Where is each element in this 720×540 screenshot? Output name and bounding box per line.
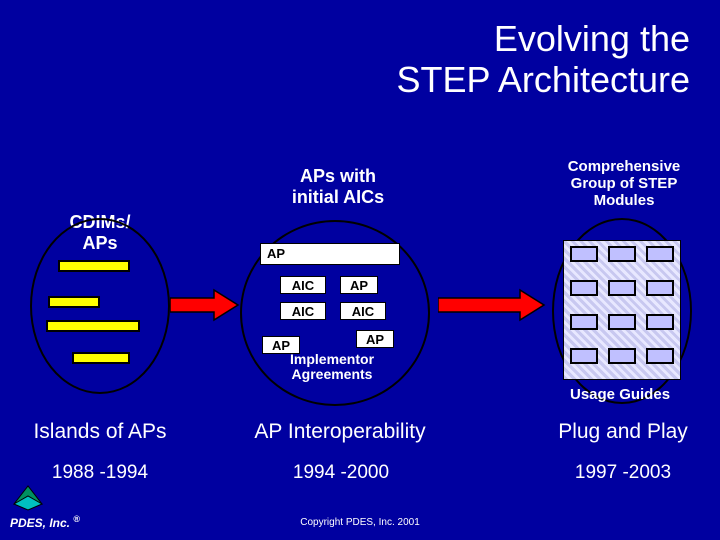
footer-company-text: PDES, Inc. bbox=[10, 516, 70, 530]
ap-header-box: AP bbox=[260, 243, 400, 265]
aic-box: AIC bbox=[280, 276, 326, 294]
title-line-1: Evolving the bbox=[494, 18, 690, 59]
cdim-box bbox=[72, 352, 130, 364]
aic-box: AIC bbox=[340, 302, 386, 320]
module-box bbox=[646, 314, 674, 330]
page-title: Evolving the STEP Architecture bbox=[397, 18, 690, 101]
module-box bbox=[646, 280, 674, 296]
year-3: 1997 -2003 bbox=[568, 462, 678, 484]
module-box bbox=[646, 348, 674, 364]
ap-box: AP bbox=[356, 330, 394, 348]
ellipse3-label: ComprehensiveGroup of STEPModules bbox=[556, 158, 692, 209]
cdim-box bbox=[48, 296, 100, 308]
module-box bbox=[570, 246, 598, 262]
bottom-label-2: AP Interoperability bbox=[240, 420, 440, 444]
cdim-box bbox=[46, 320, 140, 332]
bottom-label-3: Plug and Play bbox=[548, 420, 698, 444]
usage-guides-label: Usage Guides bbox=[570, 386, 670, 403]
module-box bbox=[608, 280, 636, 296]
module-box bbox=[570, 348, 598, 364]
module-box bbox=[570, 280, 598, 296]
bottom-label-1: Islands of APs bbox=[18, 420, 182, 444]
arrow-2 bbox=[438, 288, 546, 322]
year-1: 1988 -1994 bbox=[36, 462, 164, 484]
ellipse2-label: APs withinitial AICs bbox=[258, 166, 418, 208]
footer-company: PDES, Inc. ® bbox=[10, 514, 80, 530]
registered-icon: ® bbox=[73, 514, 80, 524]
title-line-2: STEP Architecture bbox=[397, 59, 690, 100]
footer-copyright: Copyright PDES, Inc. 2001 bbox=[300, 517, 420, 528]
module-box bbox=[608, 246, 636, 262]
cdim-box bbox=[58, 260, 130, 272]
module-box bbox=[570, 314, 598, 330]
module-box bbox=[608, 348, 636, 364]
implementor-label: ImplementorAgreements bbox=[290, 352, 374, 383]
pdes-logo-icon bbox=[10, 482, 46, 512]
module-box bbox=[608, 314, 636, 330]
ap-box: AP bbox=[340, 276, 378, 294]
arrow-1 bbox=[170, 288, 240, 322]
aic-box: AIC bbox=[280, 302, 326, 320]
year-2: 1994 -2000 bbox=[286, 462, 396, 484]
module-box bbox=[646, 246, 674, 262]
